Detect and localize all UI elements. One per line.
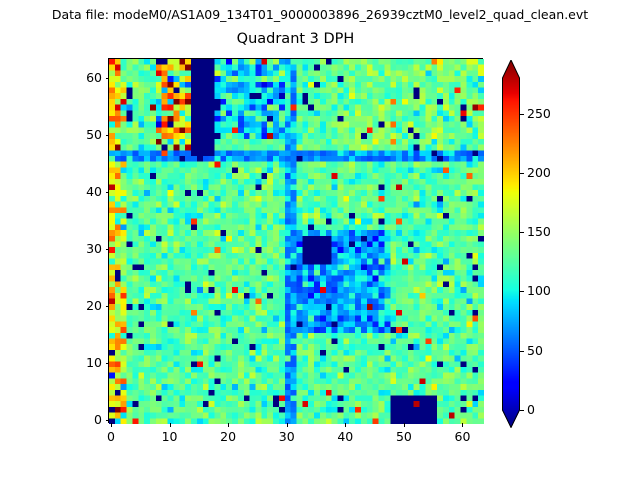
y-tick-label: 0 bbox=[94, 412, 102, 428]
y-axis-tick-labels: 0 10 20 30 40 50 60 bbox=[72, 58, 102, 427]
x-tick-label: 0 bbox=[106, 429, 115, 444]
colorbar-tick-label: 200 bbox=[527, 164, 551, 180]
x-tick-label: 40 bbox=[337, 429, 354, 444]
y-axis-tick-marks bbox=[104, 58, 109, 423]
y-tick-label: 10 bbox=[86, 355, 102, 371]
figure-suptitle: Data file: modeM0/AS1A09_134T01_90000038… bbox=[51, 7, 589, 22]
x-tick-label: 50 bbox=[395, 429, 412, 444]
y-tick-mark bbox=[105, 363, 109, 365]
colorbar-tick-mark bbox=[520, 232, 524, 234]
y-tick-mark bbox=[105, 306, 109, 308]
x-tick-mark bbox=[110, 423, 112, 427]
colorbar-tick-mark bbox=[520, 113, 524, 115]
x-tick-mark bbox=[228, 423, 230, 427]
colorbar-tick-mark bbox=[520, 172, 524, 174]
colorbar-gradient bbox=[502, 60, 520, 428]
x-tick-label: 30 bbox=[278, 429, 295, 444]
y-tick-mark bbox=[105, 134, 109, 136]
x-tick-mark bbox=[403, 423, 405, 427]
x-tick-mark bbox=[345, 423, 347, 427]
y-tick-mark bbox=[105, 192, 109, 194]
colorbar-tick-labels: 0 50 100 150 200 250 bbox=[520, 60, 582, 428]
x-axis-tick-labels: 0 10 20 30 40 50 60 bbox=[107, 429, 483, 449]
colorbar-tick-label: 250 bbox=[527, 105, 551, 121]
y-tick-mark bbox=[105, 249, 109, 251]
y-tick-label: 40 bbox=[86, 184, 102, 200]
x-tick-label: 60 bbox=[454, 429, 471, 444]
heatmap-axes bbox=[108, 58, 484, 424]
axes-title: Quadrant 3 DPH bbox=[236, 31, 355, 47]
colorbar-tick-mark bbox=[520, 350, 524, 352]
y-tick-mark bbox=[105, 420, 109, 422]
colorbar-tick-label: 100 bbox=[527, 283, 551, 299]
y-tick-label: 30 bbox=[86, 241, 102, 257]
colorbar: 0 50 100 150 200 250 bbox=[502, 60, 582, 430]
x-tick-mark bbox=[169, 423, 171, 427]
x-tick-mark bbox=[462, 423, 464, 427]
y-tick-mark bbox=[105, 77, 109, 79]
y-tick-label: 50 bbox=[86, 126, 102, 142]
x-tick-mark bbox=[286, 423, 288, 427]
x-tick-label: 10 bbox=[161, 429, 178, 444]
colorbar-tick-label: 150 bbox=[527, 224, 551, 240]
y-tick-label: 20 bbox=[86, 298, 102, 314]
x-tick-label: 20 bbox=[220, 429, 237, 444]
colorbar-tick-mark bbox=[520, 291, 524, 293]
heatmap-image bbox=[109, 59, 484, 424]
x-axis-tick-marks bbox=[108, 423, 483, 428]
colorbar-tick-label: 0 bbox=[527, 402, 535, 417]
colorbar-tick-label: 50 bbox=[527, 342, 543, 358]
colorbar-tick-mark bbox=[520, 410, 524, 411]
y-tick-label: 60 bbox=[86, 69, 102, 85]
